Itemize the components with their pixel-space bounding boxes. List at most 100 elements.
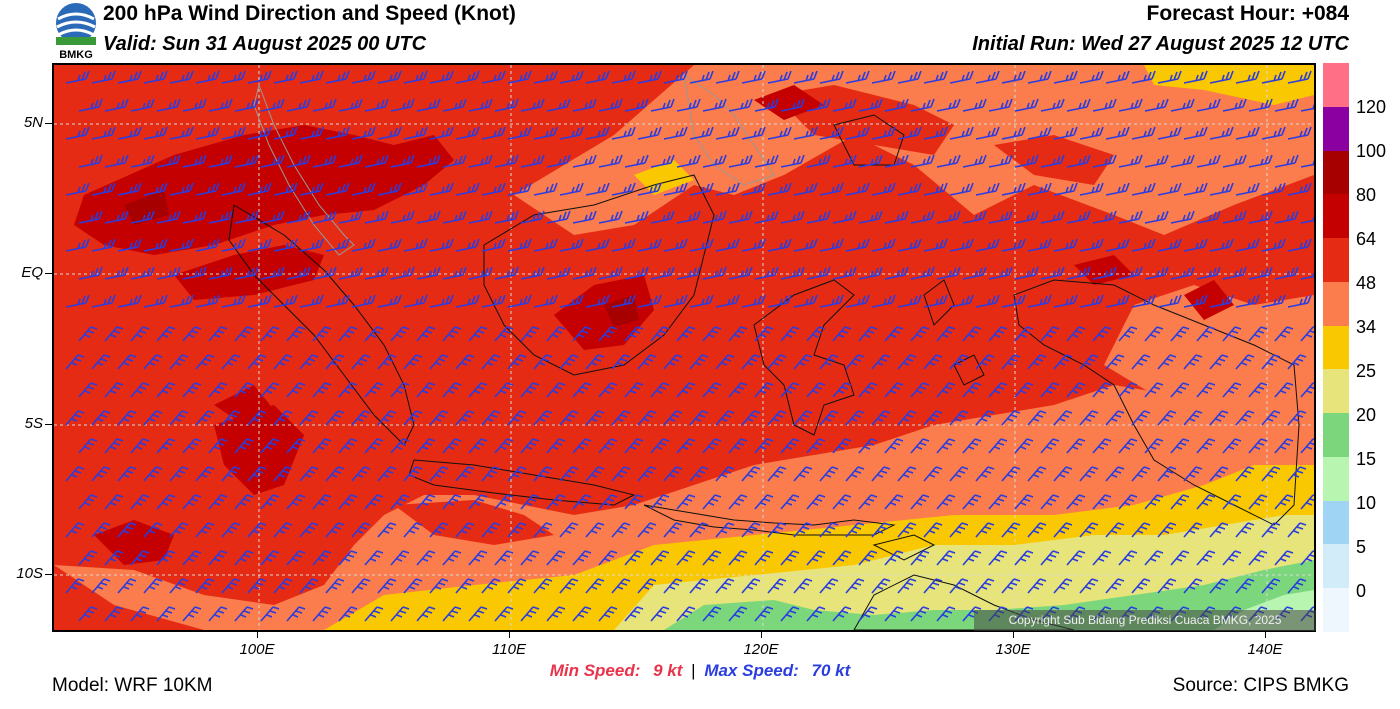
wind-barb <box>403 410 423 426</box>
wind-barb <box>533 70 558 84</box>
wind-barb <box>351 238 376 252</box>
wind-barb <box>533 354 553 370</box>
wind-barb <box>754 606 774 622</box>
wind-barb <box>143 522 163 538</box>
wind-barb <box>728 438 748 454</box>
wind-barb <box>182 266 207 280</box>
wind-barb <box>572 438 592 454</box>
wind-barb <box>767 294 792 308</box>
lat-label-eq: EQ <box>21 264 43 281</box>
wind-barb <box>832 494 852 510</box>
wind-barb <box>624 210 649 224</box>
wind-barb <box>1092 326 1112 342</box>
wind-barb <box>650 154 675 168</box>
wind-barb <box>715 294 740 308</box>
legend-label-10: 10 <box>1356 493 1377 513</box>
wind-barb <box>767 354 787 370</box>
wind-barb <box>637 354 657 370</box>
speed-separator: | <box>691 661 696 680</box>
wind-barb <box>1287 294 1312 308</box>
wind-barb <box>598 494 618 510</box>
wind-barb <box>715 70 740 84</box>
wind-barb <box>845 70 870 84</box>
wind-barb <box>1287 354 1307 370</box>
wind-barb <box>1118 494 1138 510</box>
wind-barb <box>169 70 194 84</box>
wind-barb <box>884 606 904 622</box>
wind-barb <box>1274 326 1294 342</box>
wind-barb <box>988 550 1008 566</box>
wind-barb <box>858 154 883 168</box>
wind-barb <box>1079 354 1099 370</box>
wind-barb <box>1118 550 1138 566</box>
wind-barb <box>1105 522 1125 538</box>
wind-barb <box>208 266 233 280</box>
wind-barb <box>117 522 137 538</box>
wind-barb <box>130 382 150 398</box>
colorbar-segment <box>1323 369 1349 414</box>
wind-barb <box>1092 382 1112 398</box>
wind-barb <box>169 294 194 308</box>
wind-barb <box>754 550 774 566</box>
wind-barb <box>1261 522 1281 538</box>
wind-barb <box>1248 438 1268 454</box>
wind-barb <box>312 606 332 622</box>
wind-barb <box>520 438 540 454</box>
wind-barb <box>806 494 826 510</box>
wind-barb <box>663 578 683 594</box>
wind-barb <box>1066 494 1086 510</box>
wind-barb <box>949 410 969 426</box>
wind-barb <box>936 494 956 510</box>
wind-barb <box>845 578 865 594</box>
wind-barb <box>494 210 519 224</box>
wind-barb <box>780 382 800 398</box>
wind-barb <box>1261 354 1281 370</box>
wind-barb <box>104 550 124 566</box>
wind-barb <box>533 578 553 594</box>
wind-barb <box>806 382 826 398</box>
wind-barb <box>546 438 566 454</box>
wind-barb <box>676 98 701 112</box>
wind-barb <box>1261 294 1286 308</box>
wind-barb <box>1157 410 1177 426</box>
wind-barb <box>1066 154 1091 168</box>
wind-barb <box>650 382 670 398</box>
wind-barb <box>1053 466 1073 482</box>
wind-barb <box>1274 98 1299 112</box>
colorbar-segment <box>1323 588 1349 633</box>
wind-barb <box>715 126 740 140</box>
wind-barb <box>858 438 878 454</box>
wind-barb <box>169 126 194 140</box>
wind-barb <box>845 354 865 370</box>
wind-barb <box>1183 354 1203 370</box>
wind-barb <box>1274 550 1294 566</box>
wind-barb <box>936 266 961 280</box>
wind-barb <box>260 494 280 510</box>
wind-barb <box>390 326 410 342</box>
wind-barb <box>65 466 85 482</box>
wind-barb <box>988 494 1008 510</box>
wind-barb <box>117 182 142 196</box>
wind-barb <box>1300 438 1314 454</box>
wind-barb <box>1027 410 1047 426</box>
tick-5s <box>45 424 52 425</box>
wind-barb <box>1196 266 1221 280</box>
wind-barb <box>364 494 384 510</box>
wind-barb <box>832 326 852 342</box>
wind-barb <box>1105 126 1130 140</box>
wind-barb <box>377 126 402 140</box>
wind-barb <box>494 266 519 280</box>
wind-barb <box>1261 182 1286 196</box>
tick-5n <box>45 123 52 124</box>
wind-barb <box>546 210 571 224</box>
legend-label-48: 48 <box>1356 273 1377 293</box>
wind-barb <box>975 466 995 482</box>
wind-barb <box>78 438 98 454</box>
wind-barb <box>572 210 597 224</box>
wind-barb <box>403 522 423 538</box>
copyright-notice: Copyright Sub Bidang Prediksi Cuaca BMKG… <box>974 610 1316 631</box>
wind-barb <box>897 294 922 308</box>
wind-barb <box>286 326 306 342</box>
wind-barb <box>260 154 285 168</box>
wind-barb <box>234 326 254 342</box>
